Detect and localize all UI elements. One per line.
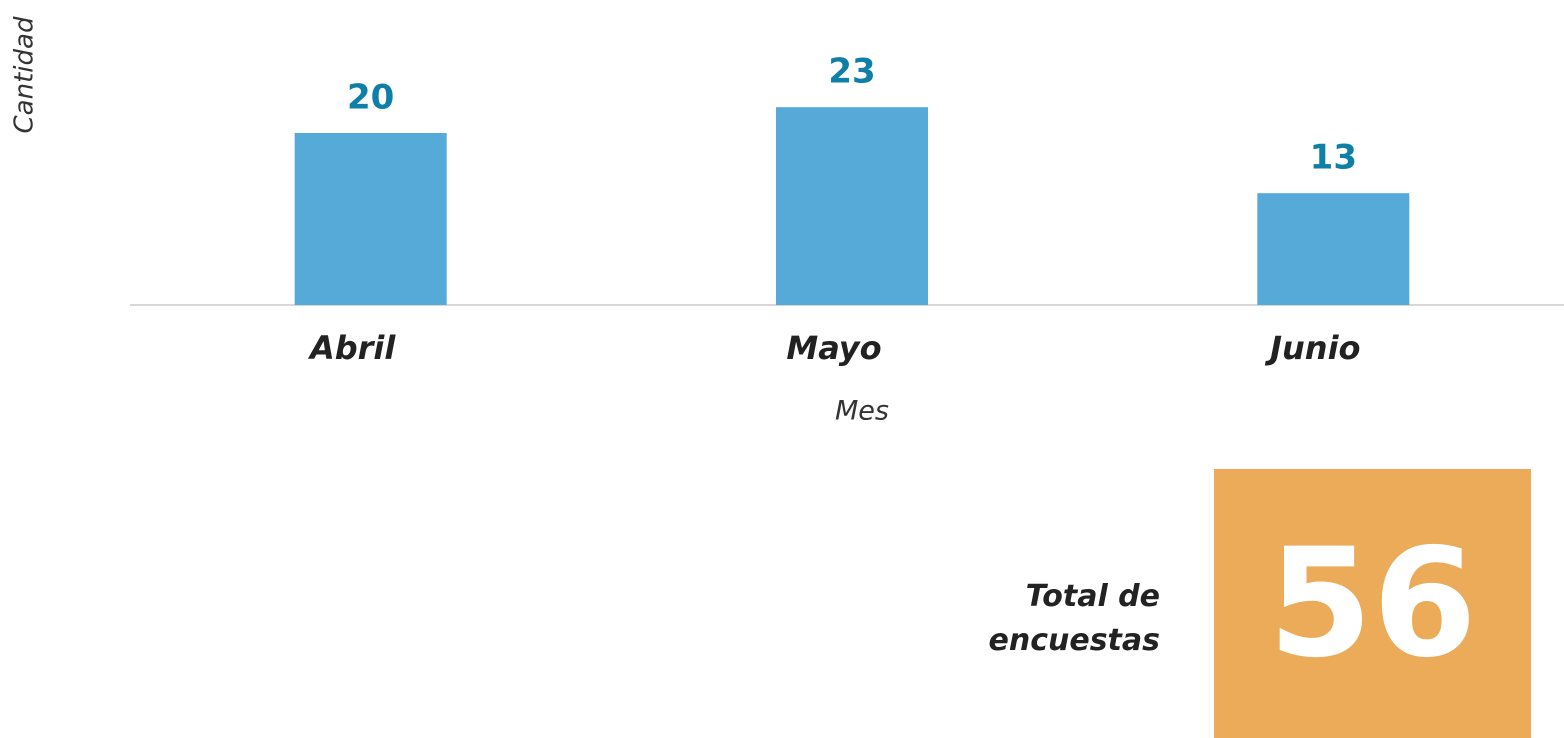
- bar: [776, 107, 928, 305]
- x-tick-label: Junio: [1264, 329, 1360, 367]
- total-label: Total de encuestas: [988, 579, 1161, 658]
- value-label: 23: [828, 52, 875, 92]
- y-axis-label: Cantidad: [10, 16, 40, 133]
- value-label: 13: [1310, 138, 1357, 178]
- x-tick-label: Abril: [307, 329, 396, 367]
- total-box: 56: [1214, 469, 1531, 738]
- bar: [1257, 193, 1410, 305]
- x-axis-label: Mes: [835, 396, 889, 427]
- value-label: 20: [347, 78, 394, 118]
- x-tick-label: Mayo: [786, 329, 881, 367]
- bar: [294, 133, 447, 305]
